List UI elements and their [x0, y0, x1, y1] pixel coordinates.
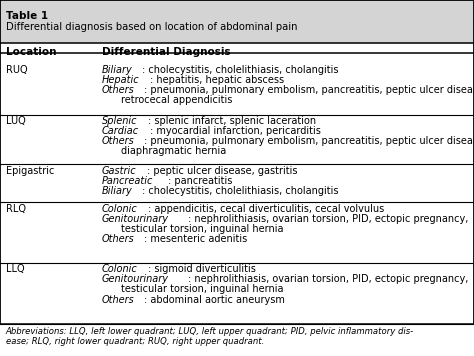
- Text: Table 1: Table 1: [6, 11, 48, 21]
- Text: Hepatic: Hepatic: [102, 75, 139, 85]
- Text: testicular torsion, inguinal hernia: testicular torsion, inguinal hernia: [121, 284, 283, 294]
- Text: Genitourinary: Genitourinary: [102, 274, 169, 284]
- Text: ease; RLQ, right lower quadrant; RUQ, right upper quadrant.: ease; RLQ, right lower quadrant; RUQ, ri…: [6, 337, 264, 346]
- Text: Others: Others: [102, 295, 135, 305]
- Text: Biliary: Biliary: [102, 186, 133, 196]
- Text: testicular torsion, inguinal hernia: testicular torsion, inguinal hernia: [121, 224, 283, 234]
- Text: retrocecal appendicitis: retrocecal appendicitis: [121, 95, 232, 105]
- Text: Splenic: Splenic: [102, 116, 137, 126]
- Text: RUQ: RUQ: [6, 65, 27, 75]
- Text: Others: Others: [102, 85, 135, 95]
- Text: : myocardial infarction, pericarditis: : myocardial infarction, pericarditis: [150, 126, 321, 136]
- Text: : mesenteric adenitis: : mesenteric adenitis: [144, 234, 247, 244]
- Text: LLQ: LLQ: [6, 264, 24, 274]
- Text: : nephrolithiasis, ovarian torsion, PID, ectopic pregnancy,: : nephrolithiasis, ovarian torsion, PID,…: [188, 274, 469, 284]
- Text: RLQ: RLQ: [6, 204, 26, 214]
- Text: : peptic ulcer disease, gastritis: : peptic ulcer disease, gastritis: [146, 166, 297, 176]
- Text: Others: Others: [102, 136, 135, 146]
- Text: : nephrolithiasis, ovarian torsion, PID, ectopic pregnancy,: : nephrolithiasis, ovarian torsion, PID,…: [188, 214, 469, 224]
- Text: Abbreviations: LLQ, left lower quadrant; LUQ, left upper quadrant; PID, pelvic i: Abbreviations: LLQ, left lower quadrant;…: [6, 327, 414, 336]
- Text: Pancreatic: Pancreatic: [102, 176, 153, 186]
- Text: Cardiac: Cardiac: [102, 126, 139, 136]
- Text: LUQ: LUQ: [6, 116, 26, 126]
- Text: Epigastric: Epigastric: [6, 166, 54, 176]
- Text: Differential diagnosis based on location of abdominal pain: Differential diagnosis based on location…: [6, 22, 297, 32]
- Text: : pneumonia, pulmonary embolism, pancreatitis, peptic ulcer disease,: : pneumonia, pulmonary embolism, pancrea…: [144, 85, 474, 95]
- Text: : pancreatitis: : pancreatitis: [168, 176, 233, 186]
- Text: Others: Others: [102, 234, 135, 244]
- Text: Differential Diagnosis: Differential Diagnosis: [102, 47, 230, 57]
- Text: : cholecystitis, cholelithiasis, cholangitis: : cholecystitis, cholelithiasis, cholang…: [142, 65, 338, 75]
- Text: : cholecystitis, cholelithiasis, cholangitis: : cholecystitis, cholelithiasis, cholang…: [142, 186, 338, 196]
- Text: : hepatitis, hepatic abscess: : hepatitis, hepatic abscess: [150, 75, 284, 85]
- Text: : sigmoid diverticulitis: : sigmoid diverticulitis: [148, 264, 256, 274]
- Text: Location: Location: [6, 47, 56, 57]
- Text: Biliary: Biliary: [102, 65, 133, 75]
- FancyBboxPatch shape: [0, 0, 474, 43]
- Text: Colonic: Colonic: [102, 264, 137, 274]
- Text: diaphragmatic hernia: diaphragmatic hernia: [121, 146, 226, 157]
- Text: : abdominal aortic aneurysm: : abdominal aortic aneurysm: [144, 295, 285, 305]
- Text: : splenic infarct, splenic laceration: : splenic infarct, splenic laceration: [148, 116, 316, 126]
- Text: Genitourinary: Genitourinary: [102, 214, 169, 224]
- Text: : pneumonia, pulmonary embolism, pancreatitis, peptic ulcer disease,: : pneumonia, pulmonary embolism, pancrea…: [144, 136, 474, 146]
- Text: Colonic: Colonic: [102, 204, 137, 214]
- Text: : appendicitis, cecal diverticulitis, cecal volvulus: : appendicitis, cecal diverticulitis, ce…: [148, 204, 384, 214]
- Text: Gastric: Gastric: [102, 166, 137, 176]
